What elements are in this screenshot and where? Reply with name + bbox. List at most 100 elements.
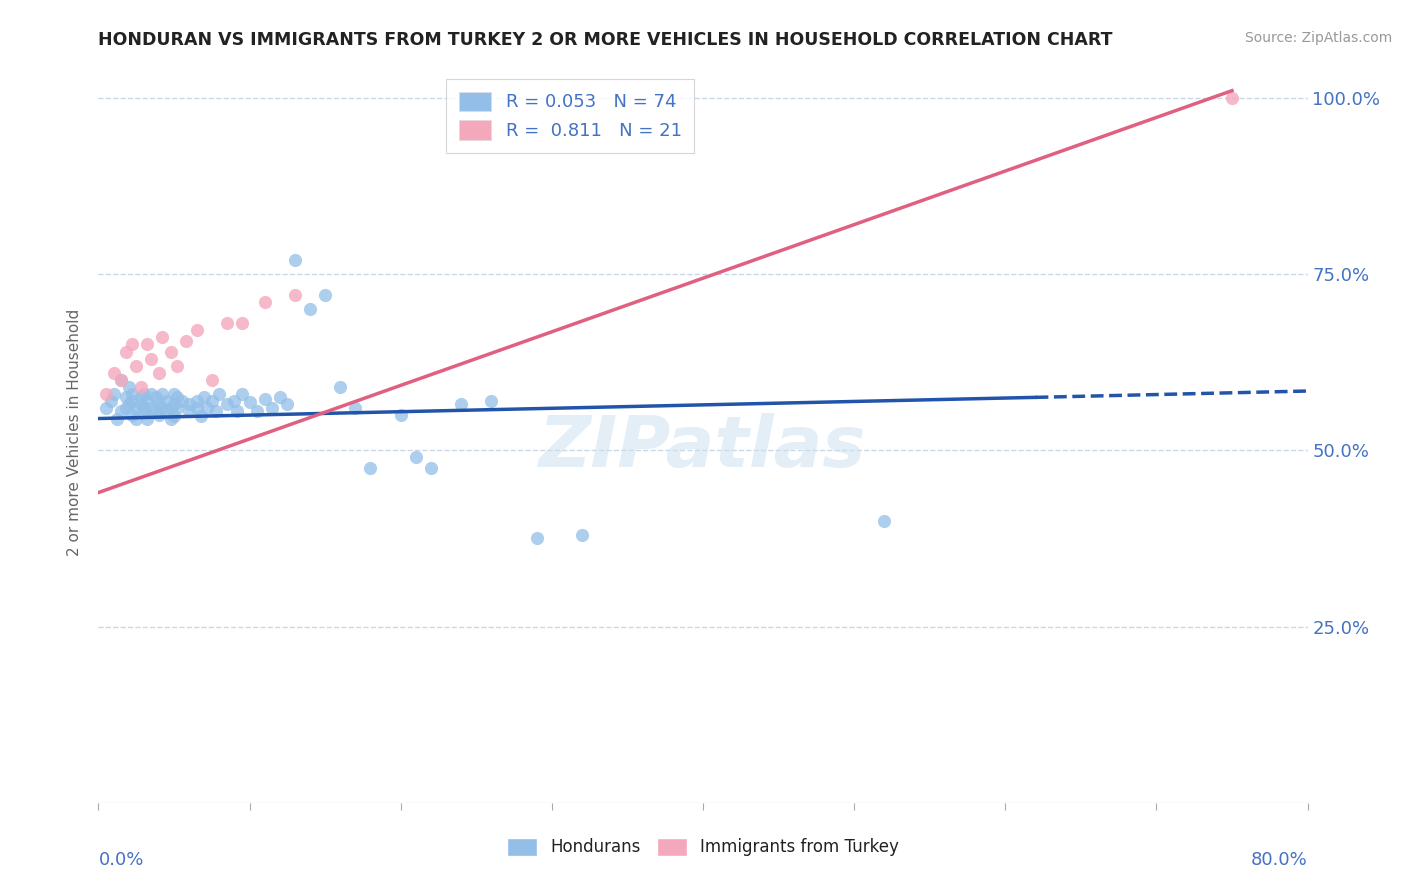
Text: 80.0%: 80.0%	[1251, 851, 1308, 869]
Point	[269, 390, 291, 404]
Text: HONDURAN VS IMMIGRANTS FROM TURKEY 2 OR MORE VEHICLES IN HOUSEHOLD CORRELATION C: HONDURAN VS IMMIGRANTS FROM TURKEY 2 OR …	[98, 31, 1114, 49]
Point	[179, 397, 201, 411]
Point	[166, 390, 188, 404]
Text: ZIPatlas: ZIPatlas	[540, 413, 866, 482]
Point	[125, 359, 148, 373]
Point	[239, 395, 262, 409]
Point	[100, 393, 122, 408]
Point	[344, 401, 367, 415]
Point	[155, 393, 177, 408]
Point	[141, 351, 163, 366]
Point	[163, 409, 186, 424]
Point	[135, 411, 157, 425]
Point	[145, 390, 167, 404]
Point	[121, 387, 143, 401]
Point	[94, 387, 117, 401]
Point	[110, 373, 132, 387]
Legend: Hondurans, Immigrants from Turkey: Hondurans, Immigrants from Turkey	[498, 830, 908, 865]
Point	[215, 316, 238, 330]
Text: Source: ZipAtlas.com: Source: ZipAtlas.com	[1244, 31, 1392, 45]
Point	[125, 401, 148, 415]
Point	[205, 404, 228, 418]
Point	[329, 380, 352, 394]
Point	[314, 288, 336, 302]
Point	[129, 397, 152, 411]
Point	[571, 528, 593, 542]
Point	[118, 380, 141, 394]
Point	[125, 411, 148, 425]
Point	[110, 404, 132, 418]
Point	[141, 401, 163, 415]
Point	[166, 359, 188, 373]
Point	[201, 393, 224, 408]
Point	[246, 404, 269, 418]
Point	[163, 397, 186, 411]
Point	[103, 387, 125, 401]
Point	[450, 397, 472, 411]
Point	[231, 387, 253, 401]
Point	[148, 408, 170, 422]
Point	[163, 387, 186, 401]
Point	[148, 366, 170, 380]
Point	[226, 404, 249, 418]
Point	[174, 334, 197, 348]
Point	[118, 397, 141, 411]
Point	[190, 409, 212, 424]
Point	[276, 397, 298, 411]
Point	[121, 337, 143, 351]
Point	[170, 393, 193, 408]
Point	[360, 461, 382, 475]
Point	[186, 393, 208, 408]
Y-axis label: 2 or more Vehicles in Household: 2 or more Vehicles in Household	[67, 309, 83, 557]
Point	[135, 337, 157, 351]
Point	[253, 295, 276, 310]
Point	[284, 288, 307, 302]
Point	[195, 401, 218, 415]
Point	[132, 404, 155, 418]
Point	[873, 514, 896, 528]
Point	[103, 366, 125, 380]
Point	[284, 252, 307, 267]
Point	[132, 387, 155, 401]
Point	[105, 411, 128, 425]
Point	[150, 387, 173, 401]
Point	[110, 373, 132, 387]
Point	[201, 373, 224, 387]
Point	[420, 461, 443, 475]
Point	[186, 323, 208, 337]
Point	[121, 393, 143, 408]
Point	[121, 408, 143, 422]
Point	[129, 390, 152, 404]
Point	[129, 380, 152, 394]
Point	[215, 397, 238, 411]
Point	[186, 401, 208, 415]
Point	[148, 397, 170, 411]
Point	[405, 450, 427, 465]
Point	[160, 401, 183, 415]
Point	[114, 344, 136, 359]
Point	[150, 401, 173, 415]
Point	[135, 393, 157, 408]
Point	[231, 316, 253, 330]
Point	[145, 404, 167, 418]
Point	[179, 404, 201, 418]
Point	[193, 390, 215, 404]
Point	[224, 393, 246, 408]
Point	[299, 302, 322, 317]
Point	[160, 411, 183, 425]
Point	[141, 387, 163, 401]
Point	[160, 344, 183, 359]
Point	[389, 408, 412, 422]
Point	[208, 387, 231, 401]
Point	[253, 392, 276, 407]
Point	[114, 401, 136, 415]
Point	[1220, 91, 1243, 105]
Point	[94, 401, 117, 415]
Point	[114, 390, 136, 404]
Point	[526, 532, 548, 546]
Point	[262, 401, 284, 415]
Point	[155, 404, 177, 418]
Text: 0.0%: 0.0%	[98, 851, 143, 869]
Point	[132, 401, 155, 415]
Point	[481, 393, 503, 408]
